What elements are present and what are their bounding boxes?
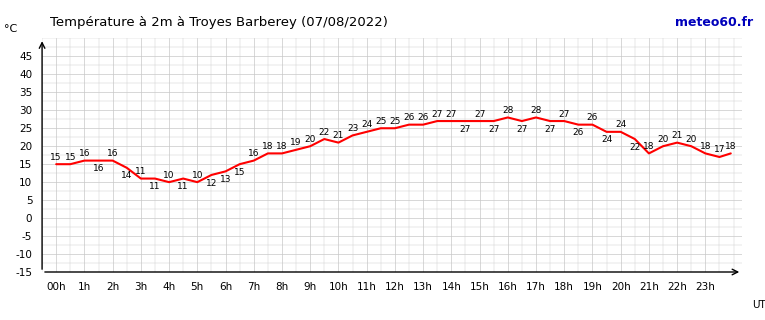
Text: 10: 10: [164, 171, 175, 180]
Text: 16: 16: [93, 164, 104, 173]
Text: °C: °C: [4, 24, 17, 34]
Text: 27: 27: [488, 125, 500, 134]
Text: 26: 26: [587, 113, 598, 122]
Text: meteo60.fr: meteo60.fr: [675, 16, 754, 29]
Text: 15: 15: [64, 153, 76, 162]
Text: 28: 28: [502, 106, 513, 115]
Text: 27: 27: [474, 109, 485, 118]
Text: 16: 16: [79, 149, 90, 158]
Text: 20: 20: [304, 135, 316, 144]
Text: 26: 26: [418, 113, 429, 122]
Text: 11: 11: [177, 182, 189, 191]
Text: 27: 27: [545, 125, 556, 134]
Text: 18: 18: [276, 142, 288, 151]
Text: 24: 24: [361, 120, 373, 129]
Text: 27: 27: [446, 109, 457, 118]
Text: 25: 25: [389, 117, 401, 126]
Text: 27: 27: [431, 109, 443, 118]
Text: 20: 20: [657, 135, 669, 144]
Text: 14: 14: [121, 172, 132, 180]
Text: 21: 21: [672, 131, 683, 140]
Text: 25: 25: [375, 117, 386, 126]
Text: 27: 27: [516, 125, 528, 134]
Text: 16: 16: [248, 149, 259, 158]
Text: 10: 10: [191, 171, 203, 180]
Text: 19: 19: [291, 138, 302, 147]
Text: 15: 15: [50, 153, 62, 162]
Text: 18: 18: [725, 142, 737, 151]
Text: 22: 22: [319, 127, 330, 137]
Text: 13: 13: [220, 175, 231, 184]
Text: 18: 18: [643, 142, 655, 151]
Text: 26: 26: [403, 113, 415, 122]
Text: UTC: UTC: [753, 300, 765, 310]
Text: Température à 2m à Troyes Barberey (07/08/2022): Température à 2m à Troyes Barberey (07/0…: [50, 16, 388, 29]
Text: 12: 12: [206, 179, 217, 188]
Text: 11: 11: [135, 167, 147, 176]
Text: 22: 22: [629, 143, 640, 152]
Text: 27: 27: [558, 109, 570, 118]
Text: 18: 18: [262, 142, 274, 151]
Text: 24: 24: [615, 120, 627, 129]
Text: 17: 17: [714, 146, 725, 155]
Text: 23: 23: [347, 124, 358, 133]
Text: 15: 15: [234, 168, 246, 177]
Text: 21: 21: [333, 131, 344, 140]
Text: 24: 24: [601, 135, 612, 144]
Text: 27: 27: [460, 125, 471, 134]
Text: 20: 20: [685, 135, 697, 144]
Text: 18: 18: [700, 142, 711, 151]
Text: 26: 26: [573, 128, 584, 137]
Text: 28: 28: [530, 106, 542, 115]
Text: 11: 11: [149, 182, 161, 191]
Text: 16: 16: [107, 149, 119, 158]
